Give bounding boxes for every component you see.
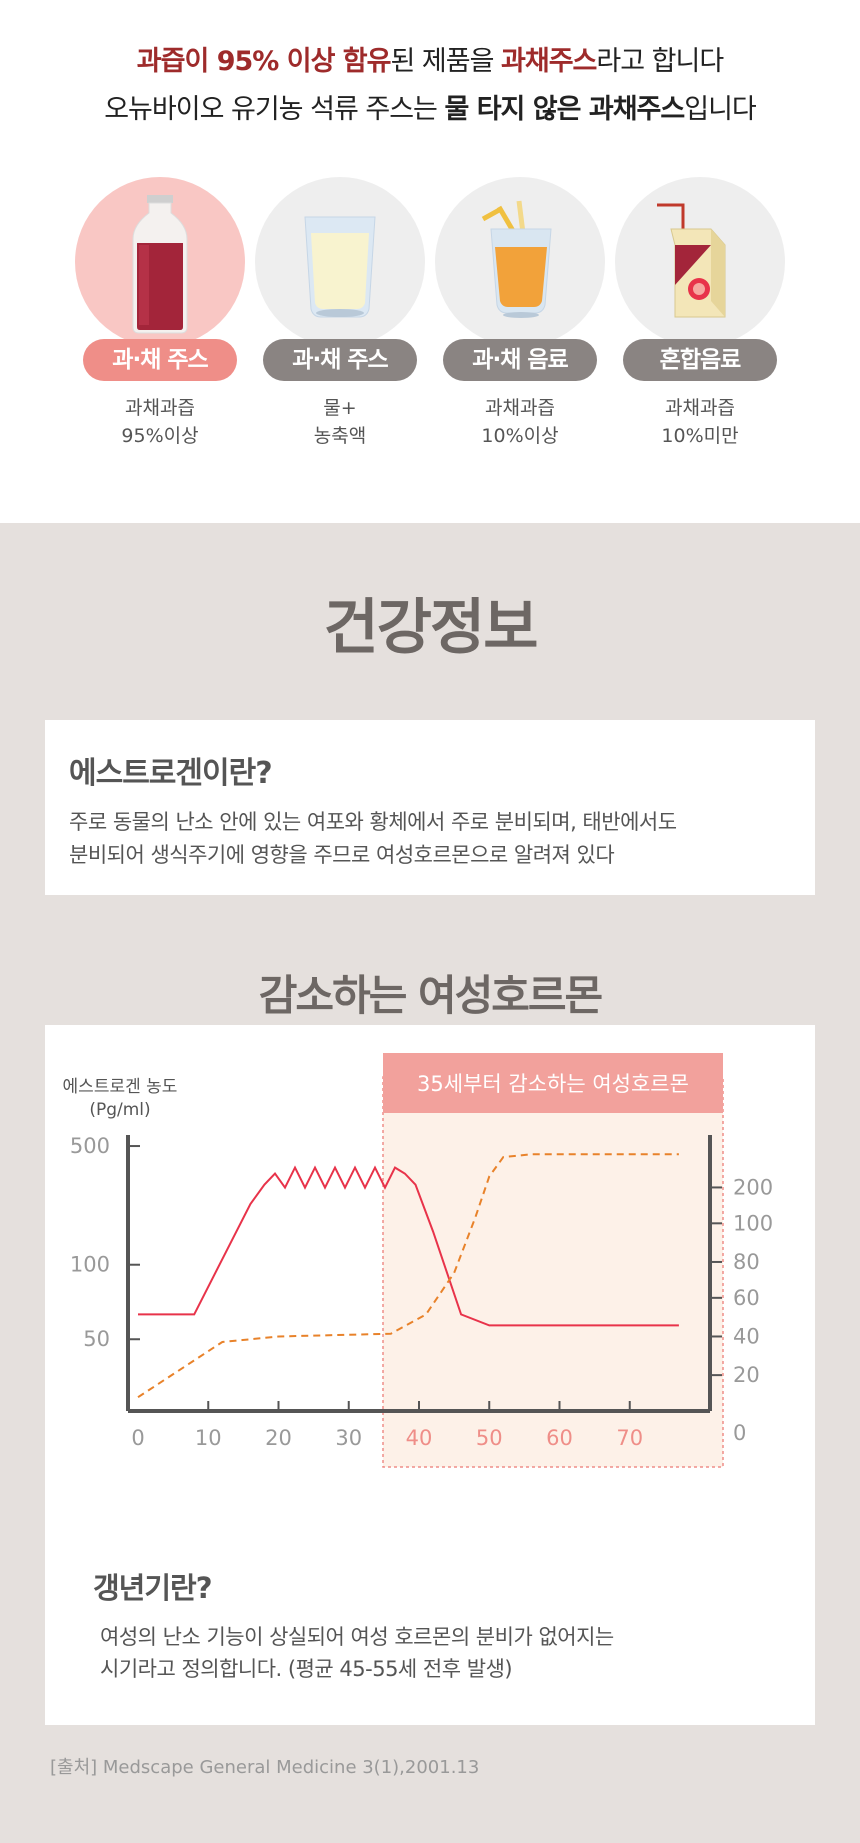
headline: 과즙이 95% 이상 함유된 제품을 과채주스라고 합니다 오뉴바이오 유기농 …: [0, 38, 860, 134]
category-desc: 과채과즙 10%이상: [481, 397, 559, 447]
menopause-title: 갱년기란?: [93, 1571, 213, 1605]
estrogen-chart-card: 35세부터 감소하는 여성호르몬 에스트로겐 농도 (Pg/ml) 0 10 20 3…: [45, 1025, 815, 1725]
dashed-trend-line: [137, 1153, 679, 1399]
y-right-tick-label: 20: [733, 1363, 760, 1387]
menopause-desc: 여성의 난소 기능이 상실되어 여성 호르몬의 분비가 없어지는 시기라고 정의합…: [100, 1625, 614, 1681]
x-tick-label: 40: [406, 1426, 433, 1450]
y-left-tick-label: 500: [70, 1134, 110, 1158]
estrogen-card: 에스트로겐이란? 주로 동물의 난소 안에 있는 여포와 황체에서 주로 분비되…: [45, 720, 815, 895]
category-desc: 과채과즙 95%이상: [121, 397, 199, 447]
category-desc: 과채과즙 10%미만: [661, 397, 739, 447]
y-axis-label: 에스트로겐 농도: [63, 1077, 178, 1097]
category-fruit-drink-10: 과·채 음료 과채과즙 10%이상: [435, 177, 605, 447]
y-axis-unit: (Pg/ml): [89, 1100, 150, 1120]
red-juice-bottle-icon: [132, 195, 188, 334]
category-label: 과·채 음료: [443, 339, 597, 381]
estrogen-level-line: [138, 1165, 679, 1327]
source-citation: [출처] Medscape General Medicine 3(1),2001…: [50, 1757, 480, 1778]
headline-line-2: 오뉴바이오 유기농 석류 주스는 물 타지 않은 과채주스입니다: [104, 94, 757, 125]
category-circle: [75, 177, 245, 347]
y-right-tick-label: 100: [733, 1211, 773, 1235]
juice-glass-icon: [304, 216, 376, 318]
decline-title: 감소하는 여성호르몬: [258, 971, 603, 1020]
x-tick-label: 70: [616, 1426, 643, 1450]
category-label: 과·채 주스: [83, 339, 237, 381]
x-tick-label: 30: [335, 1426, 362, 1450]
x-tick-label: 10: [195, 1426, 222, 1450]
juice-classification-section: 과즙이 95% 이상 함유된 제품을 과채주스라고 합니다 오뉴바이오 유기농 …: [0, 0, 860, 523]
y-right-tick-label: 80: [733, 1250, 760, 1274]
x-tick-label: 20: [265, 1426, 292, 1450]
y-left-tick-labels: 500 100 50: [70, 1134, 140, 1351]
y-right-tick-label: 40: [733, 1324, 760, 1348]
category-label: 과·채 주스: [263, 339, 417, 381]
health-info-title: 건강정보: [323, 593, 539, 663]
orange-drink-straw-icon: [481, 200, 552, 318]
category-fruit-juice-95: 과·채 주스 과채과즙 95%이상: [75, 177, 245, 447]
estrogen-desc: 주로 동물의 난소 안에 있는 여포와 황체에서 주로 분비되며, 태반에서도 분…: [69, 810, 677, 867]
y-right-tick-label: 0: [733, 1421, 746, 1445]
highlight-label: 35세부터 감소하는 여성호르몬: [417, 1072, 689, 1096]
y-left-tick-label: 100: [70, 1253, 110, 1277]
y-right-tick-label: 60: [733, 1286, 760, 1310]
y-left-tick-label: 50: [83, 1327, 110, 1351]
x-tick-label: 0: [131, 1426, 144, 1450]
highlight-region: [382, 1076, 724, 1468]
category-circle: [435, 177, 605, 347]
y-right-tick-label: 200: [733, 1175, 773, 1199]
series-lines: [137, 1153, 679, 1399]
x-tick-label: 50: [476, 1426, 503, 1450]
category-mixed-drink: 혼합음료 과채과즙 10%미만: [615, 177, 785, 447]
x-tick-labels: 0 10 20 30 40 50 60 70: [131, 1401, 643, 1450]
estrogen-decline-chart: 35세부터 감소하는 여성호르몬 에스트로겐 농도 (Pg/ml) 0 10 20 3…: [63, 1053, 773, 1468]
estrogen-title: 에스트로겐이란?: [69, 756, 273, 791]
category-water-concentrate: 과·채 주스 물+ 농축액: [255, 177, 425, 447]
headline-line-1: 과즙이 95% 이상 함유된 제품을 과채주스라고 합니다: [136, 46, 724, 77]
x-tick-label: 60: [546, 1426, 573, 1450]
category-desc: 물+ 농축액: [313, 397, 367, 447]
category-label: 혼합음료: [623, 339, 777, 381]
category-circle: [615, 177, 785, 347]
highlight-header: [383, 1053, 723, 1113]
category-circle: [255, 177, 425, 347]
juice-carton-icon: [657, 203, 726, 318]
